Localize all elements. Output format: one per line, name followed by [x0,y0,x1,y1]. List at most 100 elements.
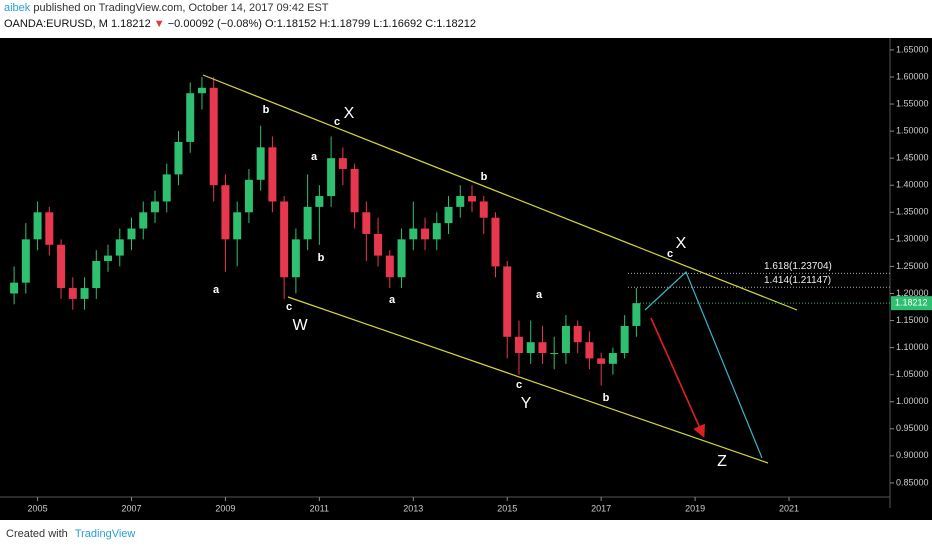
candle-body [397,239,406,278]
candle-body [221,185,230,240]
candle-body [327,158,336,197]
last: 1.18212 [110,18,151,30]
candle-body [550,353,559,355]
y-tick-label: 1.10000 [896,342,929,352]
projection-path [644,270,763,459]
candle-body [585,342,594,359]
arrow: ▼ [153,18,165,30]
candle-body [350,168,359,213]
y-tick-label: 1.60000 [896,71,929,81]
y-tick-label: 1.30000 [896,234,929,244]
y-tick-label: 1.35000 [896,207,929,217]
x-tick-label: 2011 [310,503,329,513]
last-price-box [891,296,932,311]
background [0,38,932,520]
candle-body [456,196,465,207]
candle-body [104,255,113,262]
candle-body [315,196,324,207]
candle-body [209,87,218,186]
x-tick-label: 2013 [403,503,423,513]
wave-label: b [318,252,325,264]
wave-label: X [344,105,355,122]
wave-label: b [263,104,270,116]
x-tick-label: 2021 [779,503,799,513]
fib-label: 1.414(1.21147) [764,275,831,286]
symbol: OANDA:EURUSD, M [4,18,108,30]
candle-body [174,141,183,175]
brand[interactable]: TradingView [74,528,136,540]
x-tick-label: 2017 [591,503,611,513]
candle-body [338,158,347,169]
wave-label: b [481,171,488,183]
candle-body [538,342,547,354]
candle-body [503,266,512,337]
y-tick-label: 0.90000 [896,450,929,460]
change: −0.00092 (−0.08%) [167,18,262,30]
publish-line: aibek published on TradingView.com, Octo… [4,2,329,14]
candle-body [620,325,629,354]
candle-body [468,196,477,202]
candle-body [150,201,159,213]
candle-body [115,239,124,256]
candle-body [385,255,394,278]
candle-body [197,87,206,94]
candle-body [514,336,523,354]
candle-body [10,282,19,294]
candle-body [45,212,54,245]
y-tick-label: 1.65000 [896,44,929,54]
author[interactable]: aibek [4,2,31,14]
y-tick-label: 1.25000 [896,261,929,271]
down-arrow [650,317,705,438]
candle-body [362,212,371,234]
candle-body [92,261,101,289]
candle-body [186,93,195,142]
wave-label: a [389,294,396,306]
wave-label: b [603,392,610,404]
candle-body [268,147,277,202]
y-tick-label: 0.95000 [896,423,929,433]
wave-label: a [311,151,318,163]
high: H:1.18799 [319,18,371,30]
candle-body [33,212,42,240]
open: O:1.18152 [265,18,317,30]
wave-label: W [292,317,308,334]
low: L:1.16692 [373,18,423,30]
candle-body [280,201,289,278]
candle-body [444,206,453,224]
y-tick-label: 1.15000 [896,315,929,325]
candle-body [608,353,617,364]
candle-body [421,228,430,240]
x-tick-label: 2005 [28,503,48,513]
footer: Created with TradingView [6,528,135,540]
wave-label: c [516,379,522,391]
y-tick-label: 1.00000 [896,396,929,406]
candle-body [561,325,570,354]
y-tick-label: 1.55000 [896,98,929,108]
wave-label: a [536,289,543,301]
upper-channel-line [202,74,798,311]
candle-body [597,358,606,364]
y-tick-label: 1.40000 [896,180,929,190]
candle-body [139,212,148,229]
y-tick-label: 1.45000 [896,153,929,163]
x-tick-label: 2019 [685,503,705,513]
candle-body [573,325,582,343]
x-tick-label: 2015 [497,503,517,513]
candle-body [244,179,253,213]
y-tick-label: 1.20000 [896,288,929,298]
y-tick-label: 1.05000 [896,369,929,379]
candle-body [57,244,66,289]
candle-body [80,288,89,299]
wave-label: a [213,284,220,296]
chart: 1.65000 1.60000 1.55000 1.50000 1.45000 1.400… [0,38,932,520]
last-price-label: 1.18212 [895,298,928,308]
fib-label: 1.618(1.23704) [764,261,832,272]
x-tick-label: 2009 [215,503,235,513]
y-tick-label: 0.85000 [896,477,929,487]
candle-body [409,228,418,240]
wave-label: c [334,116,340,128]
candle-body [432,223,441,240]
candle-body [291,239,300,278]
wave-label: c [667,248,673,260]
